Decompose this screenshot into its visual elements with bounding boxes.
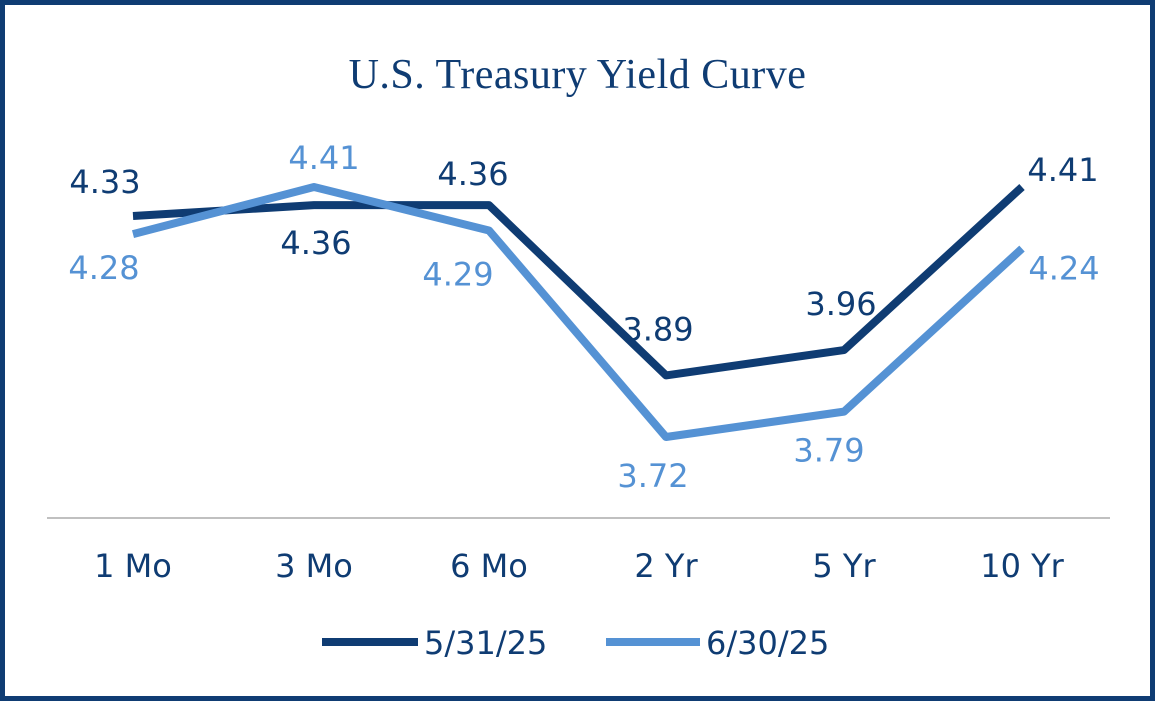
legend-label: 6/30/25 [706, 624, 829, 662]
data-label: 3.79 [793, 432, 864, 470]
data-label: 4.36 [280, 224, 351, 262]
x-tick-label: 1 Mo [94, 547, 172, 585]
data-label: 3.89 [622, 310, 693, 348]
x-tick-label: 10 Yr [980, 547, 1064, 585]
series-line [132, 184, 1025, 380]
data-label: 4.41 [1027, 151, 1098, 189]
series-line [131, 183, 1025, 441]
line-chart: 1 Mo 3 Mo 6 Mo 2 Yr 5 Yr 10 Yr 4.33 4.36 4.36 3.8… [47, 139, 1110, 662]
x-tick-label: 5 Yr [812, 547, 876, 585]
data-label: 3.96 [805, 285, 876, 323]
legend-label: 5/31/25 [424, 624, 547, 662]
chart-title: U.S. Treasury Yield Curve [348, 52, 807, 98]
data-label: 3.72 [617, 457, 688, 495]
data-label: 4.28 [68, 249, 139, 287]
x-tick-label: 2 Yr [634, 547, 698, 585]
data-label: 4.24 [1028, 250, 1099, 288]
x-tick-label: 3 Mo [275, 547, 353, 585]
x-tick-label: 6 Mo [450, 547, 528, 585]
data-label: 4.41 [288, 139, 359, 177]
data-label: 4.36 [437, 155, 508, 193]
data-label: 4.29 [422, 255, 493, 293]
data-label: 4.33 [69, 163, 140, 201]
